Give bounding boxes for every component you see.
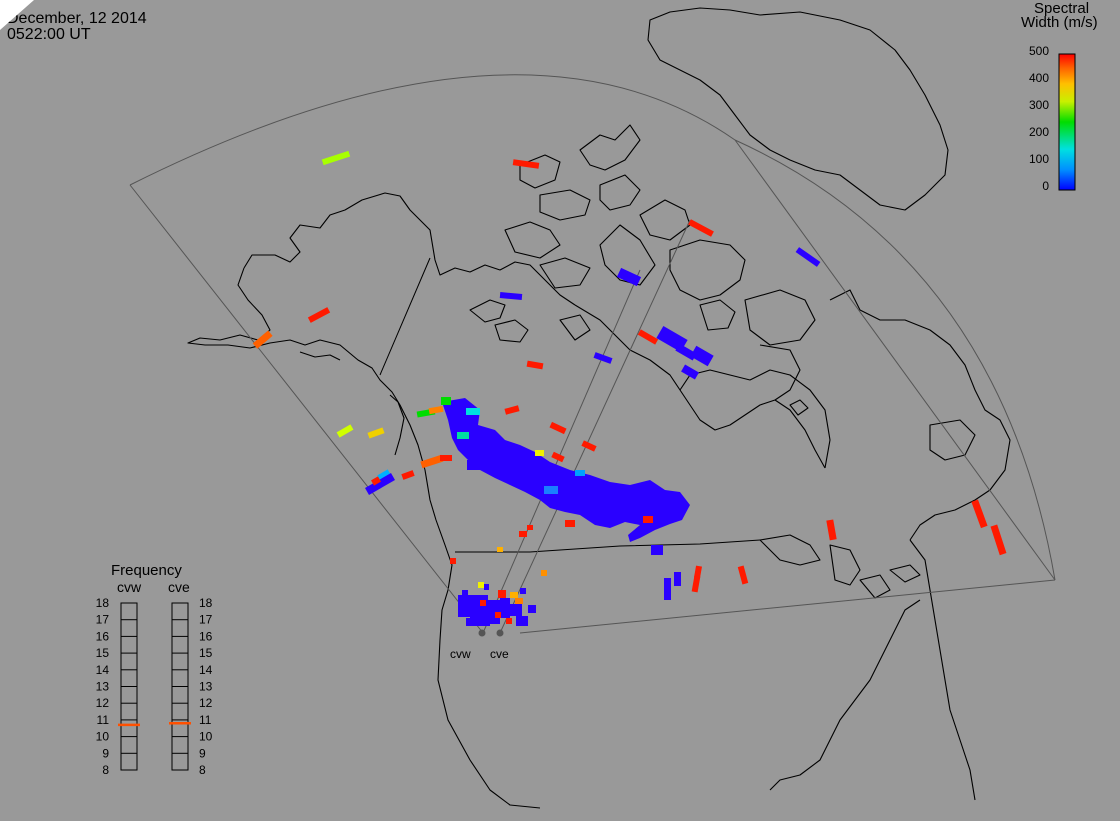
radar-site-cvw-marker bbox=[478, 629, 486, 637]
frequency-tick-label: 10 bbox=[199, 730, 213, 744]
colorbar-tick: 300 bbox=[1029, 98, 1049, 112]
frequency-tick-label: 12 bbox=[199, 696, 213, 710]
scatter-cells bbox=[252, 150, 1007, 626]
frequency-tick-label: 11 bbox=[97, 713, 110, 727]
corner-mark bbox=[0, 0, 34, 30]
scatter-cell bbox=[441, 397, 451, 405]
colorbar-gradient bbox=[1058, 53, 1076, 191]
frequency-tick-label: 9 bbox=[199, 746, 206, 760]
frequency-tick-label: 14 bbox=[96, 663, 110, 677]
frequency-tick-label: 13 bbox=[96, 680, 110, 694]
frequency-tick-label: 13 bbox=[199, 680, 213, 694]
time-label: 0522:00 UT bbox=[7, 26, 91, 43]
frequency-tick-label: 10 bbox=[96, 730, 110, 744]
radar-site-cve-label: cve bbox=[490, 647, 509, 661]
colorbar-tick: 100 bbox=[1029, 152, 1049, 166]
coastlines bbox=[187, 7, 1011, 809]
colorbar-tick: 500 bbox=[1029, 44, 1049, 58]
colorbar-tick: 200 bbox=[1029, 125, 1049, 139]
colorbar-title-line1: Spectral bbox=[1034, 0, 1089, 17]
frequency-tick-label: 18 bbox=[199, 596, 213, 610]
frequency-panel: Frequency cvw cve 1817161514131211109818… bbox=[96, 562, 213, 777]
frequency-column-cve: 18 17 16 15 14 13 12 11 10 9 8 bbox=[169, 596, 213, 777]
frequency-tick-label: 9 bbox=[102, 746, 109, 760]
frequency-tick-label: 18 bbox=[96, 596, 110, 610]
scattered-cells bbox=[252, 150, 1007, 626]
radar-fov bbox=[129, 74, 1056, 634]
frequency-tick-label: 15 bbox=[96, 646, 110, 660]
frequency-tick-label: 8 bbox=[102, 763, 109, 777]
frequency-tick-label: 17 bbox=[96, 613, 110, 627]
colorbar-tick: 0 bbox=[1042, 179, 1049, 193]
main-scatter-band bbox=[442, 398, 690, 542]
frequency-tick-label: 8 bbox=[199, 763, 206, 777]
frequency-tick-label: 16 bbox=[199, 629, 213, 643]
political-borders bbox=[379, 257, 761, 553]
frequency-radar-label-cvw: cvw bbox=[117, 579, 142, 595]
date-label: December, 12 2014 bbox=[7, 10, 147, 27]
frequency-tick-label: 11 bbox=[199, 713, 212, 727]
frequency-tick-label: 14 bbox=[199, 663, 213, 677]
scatter-cell bbox=[575, 470, 585, 476]
frequency-column-cvw: 18 17 16 15 14 13 12 11 10 9 8 bbox=[96, 596, 140, 777]
scatter-cell bbox=[535, 450, 544, 456]
scatter-cell bbox=[457, 432, 469, 439]
radar-site-cve-marker bbox=[496, 629, 504, 637]
radar-site-cvw-label: cvw bbox=[450, 647, 471, 661]
frequency-tick-label: 12 bbox=[96, 696, 110, 710]
colorbar-tick: 400 bbox=[1029, 71, 1049, 85]
scatter-cell bbox=[544, 486, 558, 494]
frequency-tick-label: 16 bbox=[96, 629, 110, 643]
frequency-tick-label: 17 bbox=[199, 613, 213, 627]
scatter-cell bbox=[466, 408, 480, 415]
frequency-scale: 18 17 16 15 14 13 12 11 10 9 8 18 17 16 15 14 13 12 11 10 9 8 bbox=[96, 596, 213, 777]
frequency-tick-label: 15 bbox=[199, 646, 213, 660]
colorbar-title-line2: Width (m/s) bbox=[1021, 14, 1098, 31]
colorbar: Spectral Width (m/s) 500 400 300 200 100… bbox=[1021, 0, 1098, 193]
frequency-radar-label-cve: cve bbox=[168, 579, 190, 595]
frequency-title: Frequency bbox=[111, 562, 182, 579]
